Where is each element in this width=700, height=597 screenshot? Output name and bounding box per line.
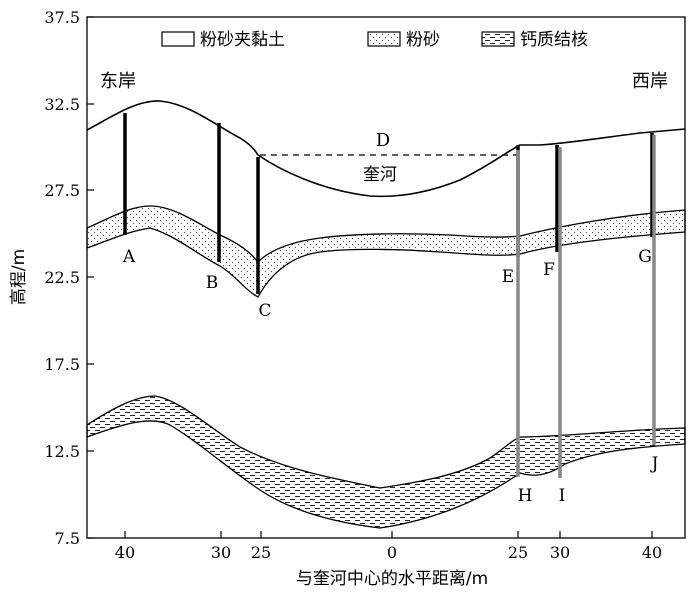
x-tick-label: 25 bbox=[508, 543, 528, 562]
legend-swatch-calcareous bbox=[481, 31, 515, 47]
x-tick-label: 30 bbox=[211, 543, 231, 562]
borehole-label-f: F bbox=[543, 260, 555, 280]
legend-swatch-clay bbox=[161, 31, 195, 47]
borehole-labels: A B C E F G H I J bbox=[122, 247, 659, 506]
x-tick-label: 30 bbox=[550, 543, 570, 562]
borehole-label-b: B bbox=[206, 273, 219, 293]
silt-layer bbox=[86, 205, 686, 298]
legend-swatch-silt bbox=[367, 31, 401, 47]
x-ticks bbox=[124, 531, 653, 538]
borehole-label-h: H bbox=[518, 486, 533, 506]
y-tick-label: 12.5 bbox=[44, 442, 80, 461]
legend-label-silt: 粉砂 bbox=[406, 30, 440, 50]
y-tick-labels: 37.5 32.5 27.5 22.5 17.5 12.5 7.5 bbox=[44, 8, 80, 548]
borehole-label-j: J bbox=[650, 454, 659, 474]
legend-label-calcareous: 钙质结核 bbox=[520, 30, 588, 50]
east-bank-label: 东岸 bbox=[100, 71, 136, 92]
ground-surface bbox=[86, 100, 686, 198]
boreholes bbox=[123, 113, 656, 478]
x-tick-label: 0 bbox=[387, 543, 397, 562]
y-tick-label: 32.5 bbox=[44, 95, 80, 114]
y-ticks bbox=[87, 16, 94, 539]
y-tick-label: 27.5 bbox=[44, 181, 80, 200]
west-bank-label: 西岸 bbox=[632, 71, 668, 92]
x-axis-title: 与奎河中心的水平距离/m bbox=[296, 569, 488, 589]
calcareous-nodule-layer bbox=[86, 395, 686, 529]
y-tick-label: 7.5 bbox=[55, 529, 80, 548]
borehole-label-g: G bbox=[638, 247, 652, 267]
y-axis-title: 高程/m bbox=[9, 249, 29, 305]
water-level-label: D bbox=[376, 130, 390, 151]
y-tick-label: 17.5 bbox=[44, 355, 80, 374]
x-tick-label: 40 bbox=[115, 543, 135, 562]
x-tick-labels: 40 30 25 0 25 30 40 bbox=[115, 543, 662, 562]
y-tick-label: 22.5 bbox=[44, 268, 80, 287]
river-name-label: 奎河 bbox=[363, 165, 397, 185]
plot-frame bbox=[86, 16, 686, 539]
y-tick-label: 37.5 bbox=[44, 8, 80, 27]
borehole-label-a: A bbox=[122, 247, 136, 267]
legend: 粉砂夹黏土 粉砂 钙质结核 bbox=[161, 30, 588, 50]
borehole-label-e: E bbox=[502, 267, 514, 287]
borehole-label-i: I bbox=[559, 486, 566, 506]
x-tick-label: 25 bbox=[251, 543, 271, 562]
borehole-label-c: C bbox=[258, 301, 271, 321]
legend-label-clay: 粉砂夹黏土 bbox=[200, 30, 285, 50]
x-tick-label: 40 bbox=[642, 543, 662, 562]
